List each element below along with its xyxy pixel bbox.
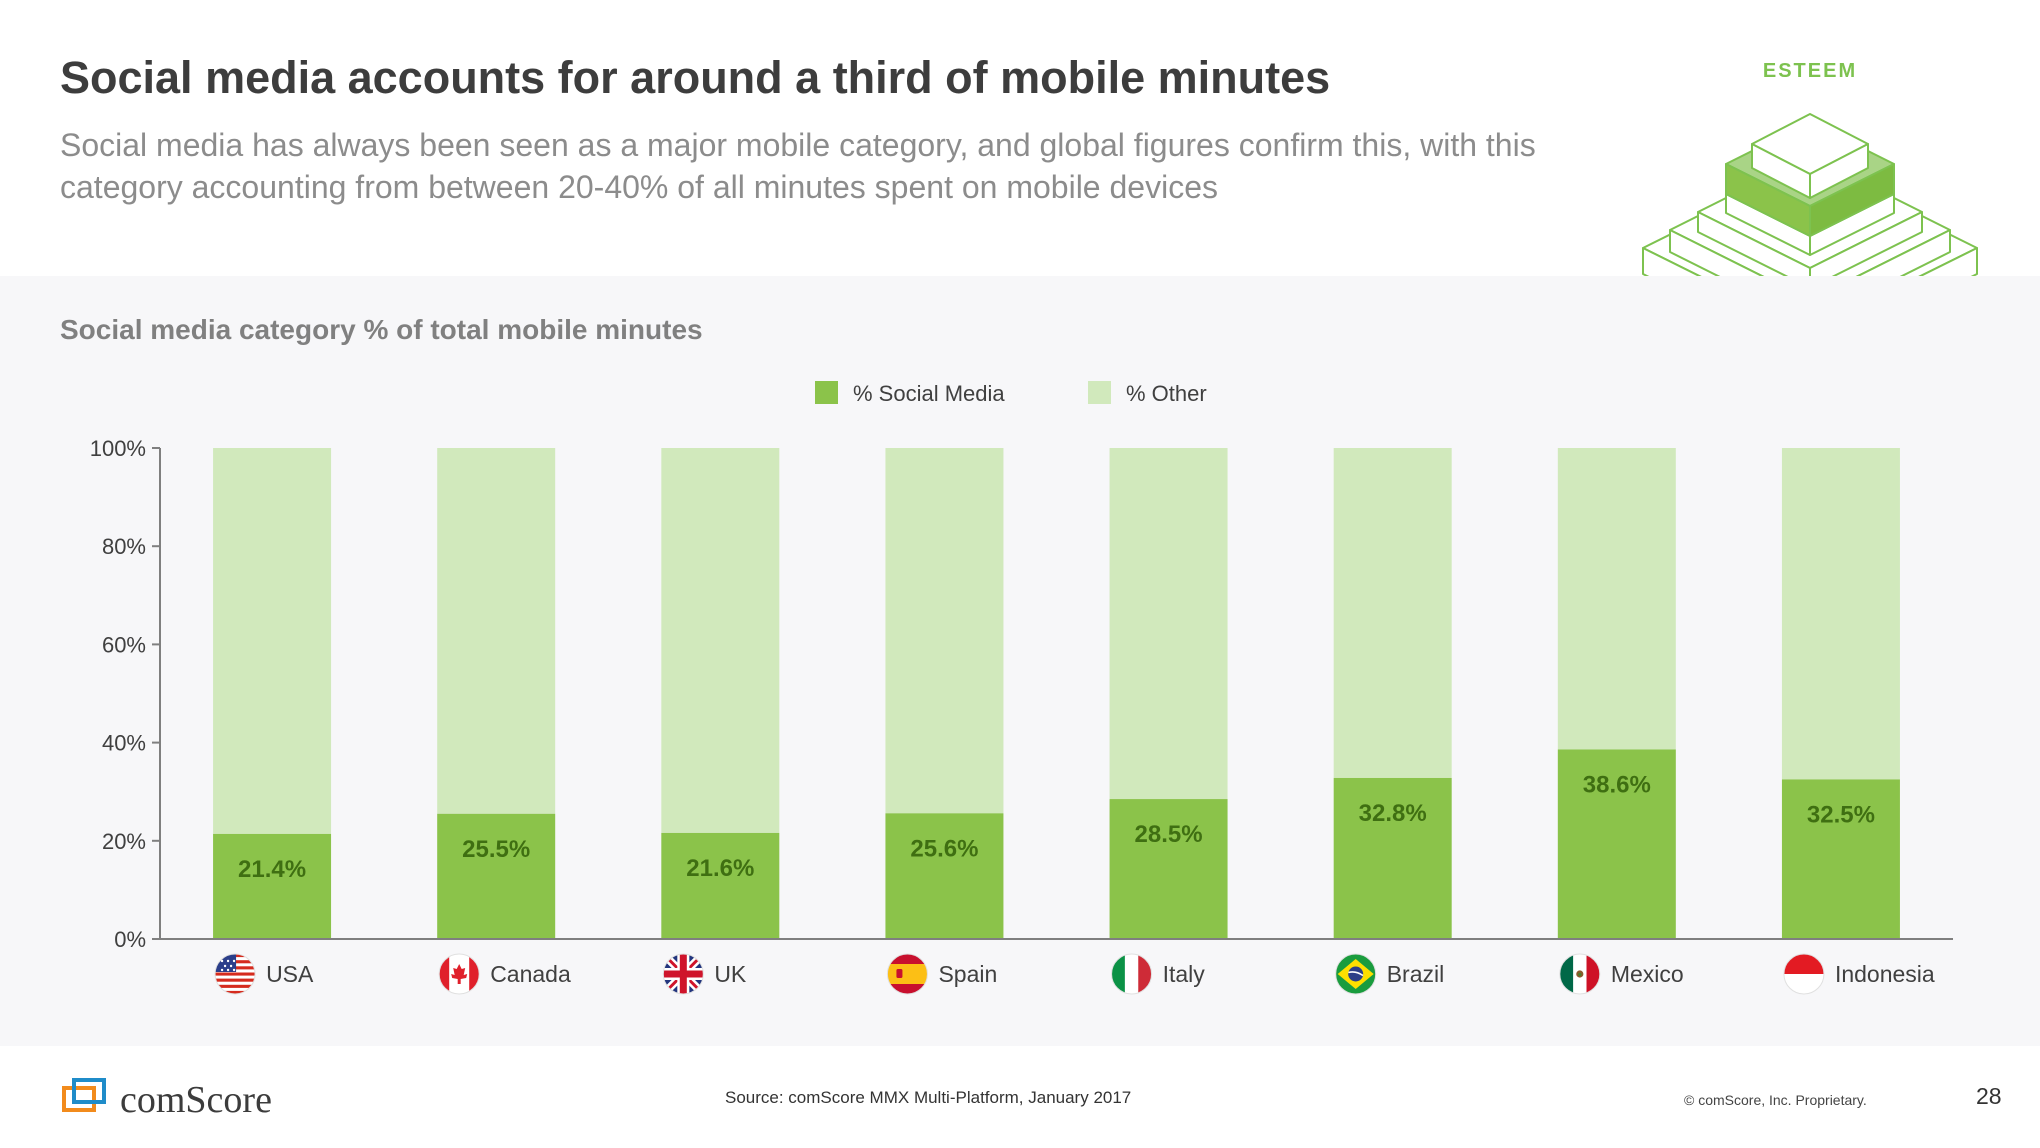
spain-flag-icon (886, 953, 928, 995)
x-tick-label: UK (714, 961, 747, 987)
page-title: Social media accounts for around a third… (60, 52, 1331, 103)
chart-legend: % Social Media % Other (815, 381, 1207, 406)
y-tick-label: 20% (102, 829, 146, 854)
comscore-logo-text: comScore (120, 1079, 272, 1121)
bar-social-media (1109, 799, 1228, 939)
legend-label-social-media: % Social Media (853, 381, 1005, 406)
page-number: 28 (1976, 1083, 2002, 1109)
bar-social-media (437, 813, 556, 939)
data-label: 21.6% (686, 855, 754, 882)
legend-swatch-other (1088, 381, 1111, 404)
canada-flag-icon (438, 953, 480, 995)
italy-flag-icon (1111, 953, 1153, 995)
legend-swatch-social-media (815, 381, 838, 404)
chart-panel (0, 276, 2040, 1046)
y-tick-label: 100% (90, 436, 146, 461)
x-tick-label: Brazil (1387, 961, 1445, 987)
x-tick-label: Canada (490, 961, 571, 987)
bar-series: 21.4% 25.5% 21.6% 25.6% 28.5% 32.8% 38.6% 32.5% (213, 448, 1900, 939)
x-tick-label: Mexico (1611, 961, 1684, 987)
data-label: 25.6% (910, 835, 978, 862)
x-tick-label: USA (266, 961, 314, 987)
bar-social-media (1557, 749, 1676, 939)
bar-social-media (1333, 777, 1452, 939)
data-label: 32.8% (1359, 800, 1427, 827)
comscore-logo: comScore (62, 1078, 272, 1121)
source-note: Source: comScore MMX Multi-Platform, Jan… (725, 1088, 1132, 1107)
indonesia-flag-icon (1783, 953, 1825, 995)
bar-other (1333, 448, 1452, 778)
bar-other (213, 448, 332, 834)
esteem-badge-label: ESTEEM (1762, 60, 1858, 82)
bar-other (437, 448, 556, 814)
y-tick-label: 60% (102, 632, 146, 657)
data-label: 32.5% (1807, 801, 1875, 828)
bar-other (1109, 448, 1228, 800)
uk-flag-icon (663, 954, 703, 994)
data-label: 38.6% (1583, 771, 1651, 798)
bar-social-media (885, 813, 1004, 939)
x-tick-label: Spain (938, 961, 997, 987)
y-tick-label: 40% (102, 731, 146, 756)
bar-other (1557, 448, 1676, 750)
y-tick-label: 0% (114, 927, 146, 952)
legend-label-other: % Other (1126, 381, 1207, 406)
bar-other (885, 448, 1004, 814)
chart-title: Social media category % of total mobile … (60, 314, 703, 345)
usa-flag-icon (214, 953, 256, 995)
brazil-flag-icon (1336, 954, 1376, 994)
x-tick-label: Italy (1163, 961, 1206, 987)
page-subtitle: Social media has always been seen as a m… (60, 127, 1536, 205)
x-tick-label: Indonesia (1835, 961, 1935, 987)
y-axis: 0% 20% 40% 60% 80% 100% (90, 436, 161, 952)
data-label: 28.5% (1135, 821, 1203, 848)
x-axis: USA Canada UK Spain Italy Brazil Mexico Indones… (214, 953, 1935, 995)
bar-social-media (661, 832, 780, 939)
mexico-flag-icon (1559, 953, 1601, 995)
data-label: 21.4% (238, 856, 306, 883)
bar-social-media (1781, 779, 1900, 939)
bar-other (1781, 448, 1900, 780)
data-label: 25.5% (462, 836, 530, 863)
bar-other (661, 448, 780, 833)
copyright-note: © comScore, Inc. Proprietary. (1684, 1092, 1867, 1108)
y-tick-label: 80% (102, 534, 146, 559)
bar-social-media (213, 833, 332, 939)
